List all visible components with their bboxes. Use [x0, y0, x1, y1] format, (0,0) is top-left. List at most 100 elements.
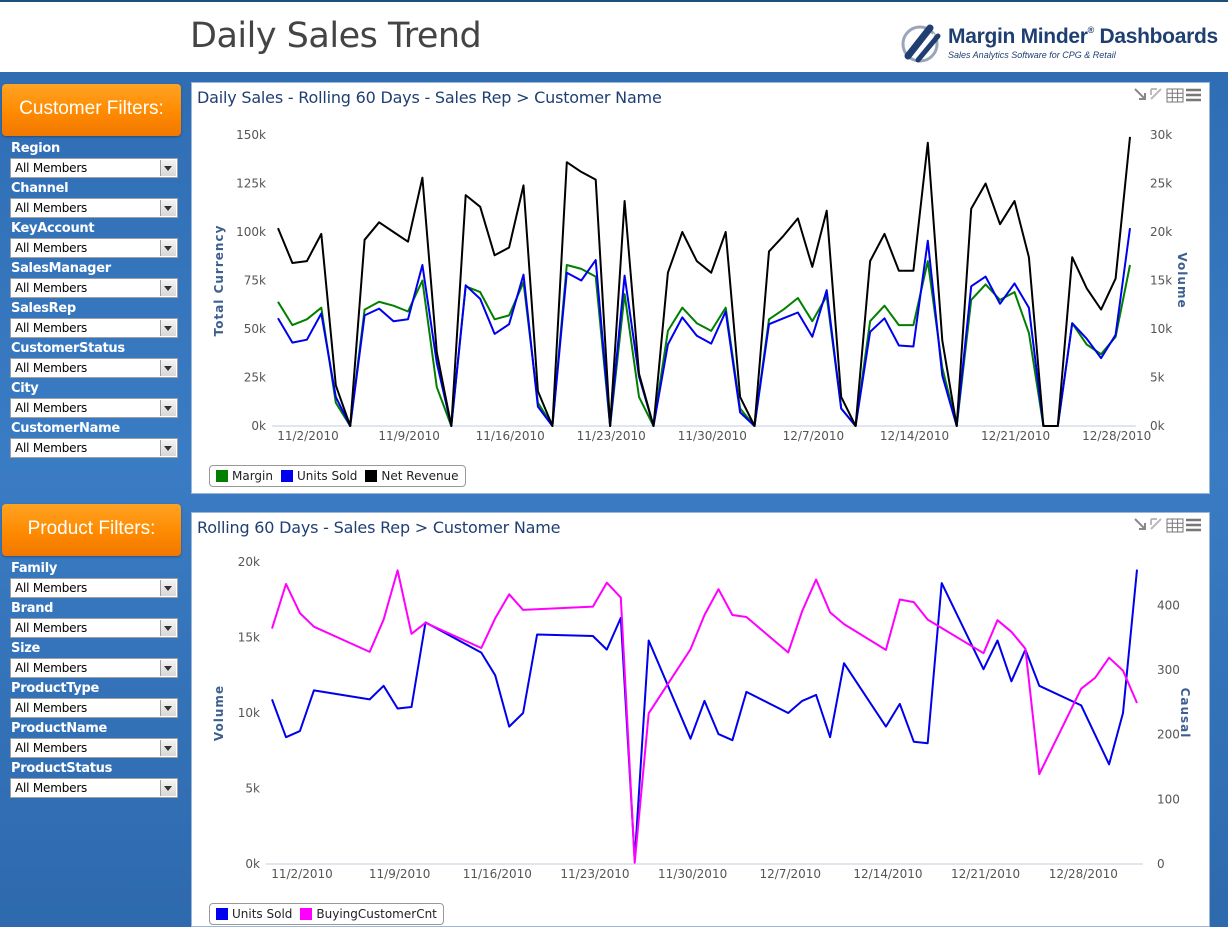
y-tick-label: 20k: [238, 555, 260, 569]
expand-arrow-icon[interactable]: [1150, 88, 1162, 100]
filter-value: All Members: [15, 781, 88, 795]
chevron-down-icon[interactable]: [160, 240, 176, 256]
filter-select-salesmanager[interactable]: All Members: [10, 278, 178, 298]
brand-logo: Margin Minder® Dashboards Sales Analytic…: [900, 22, 1220, 66]
grid-view-icon[interactable]: [1166, 88, 1184, 103]
chevron-down-icon[interactable]: [160, 580, 176, 596]
legend-item-margin[interactable]: Margin: [216, 466, 273, 486]
y-tick-label: 100k: [236, 225, 266, 239]
filter-value: All Members: [15, 441, 88, 455]
x-tick-label: 12/7/2010: [760, 867, 822, 881]
x-tick-label: 11/9/2010: [369, 867, 431, 881]
x-tick-label: 11/30/2010: [658, 867, 727, 881]
rolling-60-chart: 0k 5k 10k 15k 20k 0 100 200 300 400 11/2/2010 11/9/…: [212, 555, 1192, 881]
filter-label-salesrep: SalesRep: [11, 301, 76, 316]
chevron-down-icon[interactable]: [160, 360, 176, 376]
chevron-down-icon[interactable]: [160, 740, 176, 756]
filter-value: All Members: [15, 661, 88, 675]
filter-select-productstatus[interactable]: All Members: [10, 778, 178, 798]
y-tick-label: 5k: [245, 782, 260, 796]
y-tick-label: 15k: [238, 631, 260, 645]
y2-tick-label: 0: [1157, 857, 1165, 871]
grid-view-icon[interactable]: [1166, 518, 1184, 533]
filter-select-salesrep[interactable]: All Members: [10, 318, 178, 338]
chevron-down-icon[interactable]: [160, 780, 176, 796]
filter-label-family: Family: [11, 561, 58, 576]
filter-select-customerstatus[interactable]: All Members: [10, 358, 178, 378]
x-tick-label: 12/28/2010: [1082, 429, 1151, 443]
filter-value: All Members: [15, 361, 88, 375]
y2-axis-title: Causal: [1178, 688, 1192, 739]
collapse-arrow-icon[interactable]: [1134, 88, 1146, 100]
chevron-down-icon[interactable]: [160, 160, 176, 176]
logo-name: Margin Minder® Dashboards: [948, 25, 1218, 48]
filter-select-producttype[interactable]: All Members: [10, 698, 178, 718]
chevron-down-icon[interactable]: [160, 620, 176, 636]
chevron-down-icon[interactable]: [160, 660, 176, 676]
filter-label-city: City: [11, 381, 39, 396]
filter-select-customername[interactable]: All Members: [10, 438, 178, 458]
filter-label-productstatus: ProductStatus: [11, 761, 113, 776]
x-tick-label: 11/2/2010: [271, 867, 333, 881]
chevron-down-icon[interactable]: [160, 320, 176, 336]
x-tick-label: 11/16/2010: [476, 429, 545, 443]
series-line-buyingcustomercnt: [271, 569, 1138, 864]
filter-select-keyaccount[interactable]: All Members: [10, 238, 178, 258]
chevron-down-icon[interactable]: [160, 280, 176, 296]
filter-label-keyaccount: KeyAccount: [11, 221, 95, 236]
filter-select-size[interactable]: All Members: [10, 658, 178, 678]
filter-label-brand: Brand: [11, 601, 54, 616]
page-title: Daily Sales Trend: [190, 16, 482, 56]
legend-item-units-sold[interactable]: Units Sold: [281, 466, 357, 486]
chevron-down-icon[interactable]: [160, 700, 176, 716]
y-tick-label: 0k: [245, 857, 260, 871]
rolling-60-panel: Rolling 60 Days - Sales Rep > Customer N…: [191, 512, 1210, 927]
legend-swatch: [365, 470, 378, 482]
x-tick-label: 11/30/2010: [678, 429, 747, 443]
expand-arrow-icon[interactable]: [1150, 518, 1162, 530]
filter-label-size: Size: [11, 641, 41, 656]
filter-select-family[interactable]: All Members: [10, 578, 178, 598]
legend-swatch: [216, 908, 228, 920]
chevron-down-icon[interactable]: [160, 440, 176, 456]
daily-sales-panel: Daily Sales - Rolling 60 Days - Sales Re…: [191, 82, 1210, 494]
filter-select-city[interactable]: All Members: [10, 398, 178, 418]
menu-icon[interactable]: [1186, 88, 1201, 102]
y-axis-title: Total Currency: [212, 225, 226, 337]
y2-tick-label: 400: [1157, 598, 1180, 612]
chevron-down-icon[interactable]: [160, 200, 176, 216]
filter-select-productname[interactable]: All Members: [10, 738, 178, 758]
y-tick-label: 25k: [244, 371, 266, 385]
chart-title: Rolling 60 Days - Sales Rep > Customer N…: [197, 518, 561, 537]
x-tick-label: 11/9/2010: [378, 429, 440, 443]
series-line-units-sold: [271, 569, 1138, 861]
legend-label: BuyingCustomerCnt: [316, 907, 437, 921]
filter-value: All Members: [15, 321, 88, 335]
panel-tools: [1134, 518, 1201, 533]
menu-icon[interactable]: [1186, 518, 1201, 532]
y2-tick-label: 0k: [1150, 419, 1165, 433]
filter-value: All Members: [15, 701, 88, 715]
y2-tick-label: 10k: [1150, 322, 1172, 336]
dashboard-body: Customer Filters: Region All Members Channe…: [0, 72, 1228, 927]
chevron-down-icon[interactable]: [160, 400, 176, 416]
collapse-arrow-icon[interactable]: [1134, 518, 1146, 530]
logo-swirl-icon: [901, 24, 941, 63]
legend-item-units-sold[interactable]: Units Sold: [216, 904, 292, 924]
filter-label-salesmanager: SalesManager: [11, 261, 111, 276]
x-tick-label: 12/21/2010: [981, 429, 1050, 443]
y-tick-label: 125k: [236, 177, 266, 191]
filter-select-brand[interactable]: All Members: [10, 618, 178, 638]
x-tick-label: 11/23/2010: [577, 429, 646, 443]
x-tick-label: 11/2/2010: [277, 429, 339, 443]
legend-item-buyingcustomercnt[interactable]: BuyingCustomerCnt: [300, 904, 437, 924]
x-tick-label: 12/28/2010: [1049, 867, 1118, 881]
app-header: Daily Sales Trend Margin Minder® Dashboa…: [0, 0, 1228, 72]
filter-select-channel[interactable]: All Members: [10, 198, 178, 218]
y2-tick-label: 25k: [1150, 177, 1172, 191]
filter-value: All Members: [15, 401, 88, 415]
legend-item-net-revenue[interactable]: Net Revenue: [365, 466, 459, 486]
y2-tick-label: 200: [1157, 728, 1180, 742]
filter-select-region[interactable]: All Members: [10, 158, 178, 178]
legend-label: Units Sold: [297, 469, 358, 483]
